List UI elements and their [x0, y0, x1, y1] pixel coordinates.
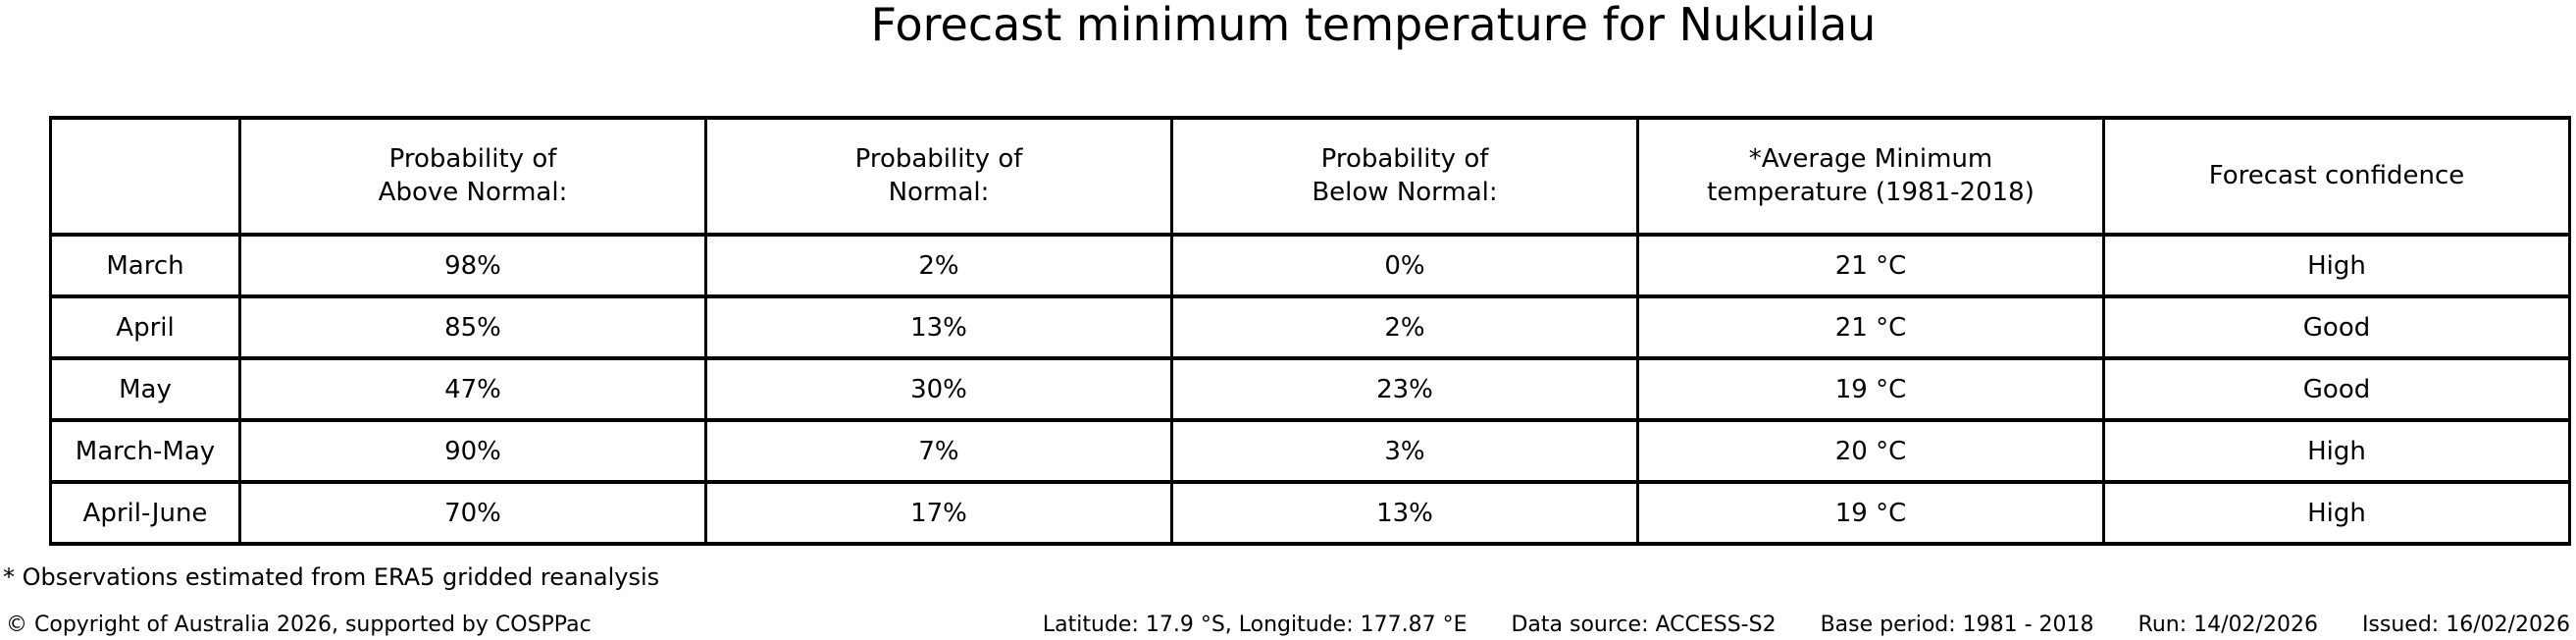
prob-above-cell: 90% — [238, 418, 707, 484]
prob-above-cell: 85% — [238, 294, 707, 360]
table-row-april: April 85% 13% 2% 21 °C Good — [49, 294, 2571, 360]
corner-cell — [49, 116, 241, 237]
observations-footnote: * Observations estimated from ERA5 gridd… — [3, 563, 660, 591]
prob-below-cell: 13% — [1170, 480, 1639, 546]
row-label: March-May — [49, 418, 241, 484]
header-avg-min-temperature: *Average Minimum temperature (1981-2018) — [1636, 116, 2105, 237]
prob-normal-cell: 2% — [704, 233, 1173, 298]
forecast-table: Probability of Above Normal: Probability… — [49, 116, 2571, 546]
prob-normal-cell: 13% — [704, 294, 1173, 360]
confidence-cell: Good — [2102, 356, 2571, 422]
confidence-cell: High — [2102, 418, 2571, 484]
row-label: April-June — [49, 480, 241, 546]
prob-normal-cell: 17% — [704, 480, 1173, 546]
row-label: March — [49, 233, 241, 298]
base-period-text: Base period: 1981 - 2018 — [1820, 613, 2094, 637]
confidence-cell: High — [2102, 480, 2571, 546]
prob-normal-cell: 30% — [704, 356, 1173, 422]
prob-below-cell: 0% — [1170, 233, 1639, 298]
confidence-cell: High — [2102, 233, 2571, 298]
forecast-table-container: Probability of Above Normal: Probability… — [49, 116, 2571, 546]
table-row-march-may: March-May 90% 7% 3% 20 °C High — [49, 418, 2571, 484]
avg-min-temp-cell: 21 °C — [1636, 294, 2105, 360]
header-forecast-confidence: Forecast confidence — [2102, 116, 2571, 237]
issued-date-text: Issued: 16/02/2026 — [2361, 613, 2570, 637]
avg-min-temp-cell: 20 °C — [1636, 418, 2105, 484]
table-row-may: May 47% 30% 23% 19 °C Good — [49, 356, 2571, 422]
table-row-march: March 98% 2% 0% 21 °C High — [49, 233, 2571, 298]
prob-above-cell: 47% — [238, 356, 707, 422]
row-label: May — [49, 356, 241, 422]
prob-normal-cell: 7% — [704, 418, 1173, 484]
prob-below-cell: 2% — [1170, 294, 1639, 360]
footer-bar: © Copyright of Australia 2026, supported… — [0, 613, 2576, 637]
copyright-text: © Copyright of Australia 2026, supported… — [6, 613, 592, 637]
prob-above-cell: 98% — [238, 233, 707, 298]
row-label: April — [49, 294, 241, 360]
prob-below-cell: 3% — [1170, 418, 1639, 484]
table-row-april-june: April-June 70% 17% 13% 19 °C High — [49, 480, 2571, 546]
header-prob-below-normal: Probability of Below Normal: — [1170, 116, 1639, 237]
location-text: Latitude: 17.9 °S, Longitude: 177.87 °E — [1042, 613, 1468, 637]
prob-below-cell: 23% — [1170, 356, 1639, 422]
table-header-row: Probability of Above Normal: Probability… — [49, 116, 2571, 237]
prob-above-cell: 70% — [238, 480, 707, 546]
confidence-cell: Good — [2102, 294, 2571, 360]
run-date-text: Run: 14/02/2026 — [2138, 613, 2318, 637]
page-title: Forecast minimum temperature for Nukuila… — [870, 0, 1877, 51]
data-source-text: Data source: ACCESS-S2 — [1511, 613, 1777, 637]
header-prob-above-normal: Probability of Above Normal: — [238, 116, 707, 237]
header-prob-normal: Probability of Normal: — [704, 116, 1173, 237]
avg-min-temp-cell: 19 °C — [1636, 356, 2105, 422]
avg-min-temp-cell: 19 °C — [1636, 480, 2105, 546]
avg-min-temp-cell: 21 °C — [1636, 233, 2105, 298]
